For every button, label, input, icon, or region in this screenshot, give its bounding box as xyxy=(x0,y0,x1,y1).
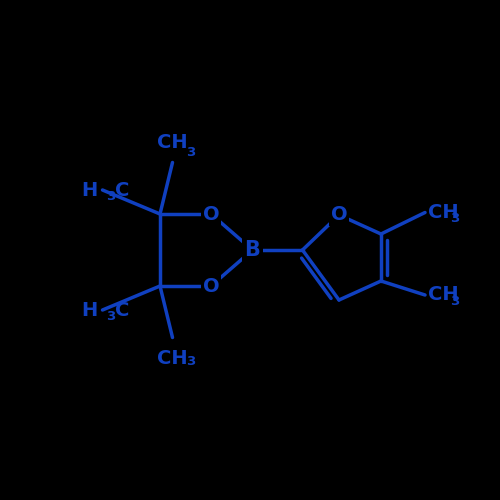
Text: O: O xyxy=(202,204,220,224)
Text: CH: CH xyxy=(157,348,188,368)
Text: H: H xyxy=(81,180,98,200)
Text: B: B xyxy=(244,240,260,260)
Text: 3: 3 xyxy=(106,310,116,323)
Text: 3: 3 xyxy=(186,146,195,159)
Text: O: O xyxy=(202,276,220,295)
Text: H: H xyxy=(81,300,98,320)
Text: CH: CH xyxy=(428,203,458,222)
Text: 3: 3 xyxy=(450,295,459,308)
Text: CH: CH xyxy=(428,286,458,304)
Text: C: C xyxy=(115,300,130,320)
Text: 3: 3 xyxy=(186,355,195,368)
Text: O: O xyxy=(330,206,347,225)
Text: C: C xyxy=(115,180,130,200)
Text: CH: CH xyxy=(157,132,188,152)
Text: 3: 3 xyxy=(450,212,459,226)
Text: 3: 3 xyxy=(106,190,116,203)
